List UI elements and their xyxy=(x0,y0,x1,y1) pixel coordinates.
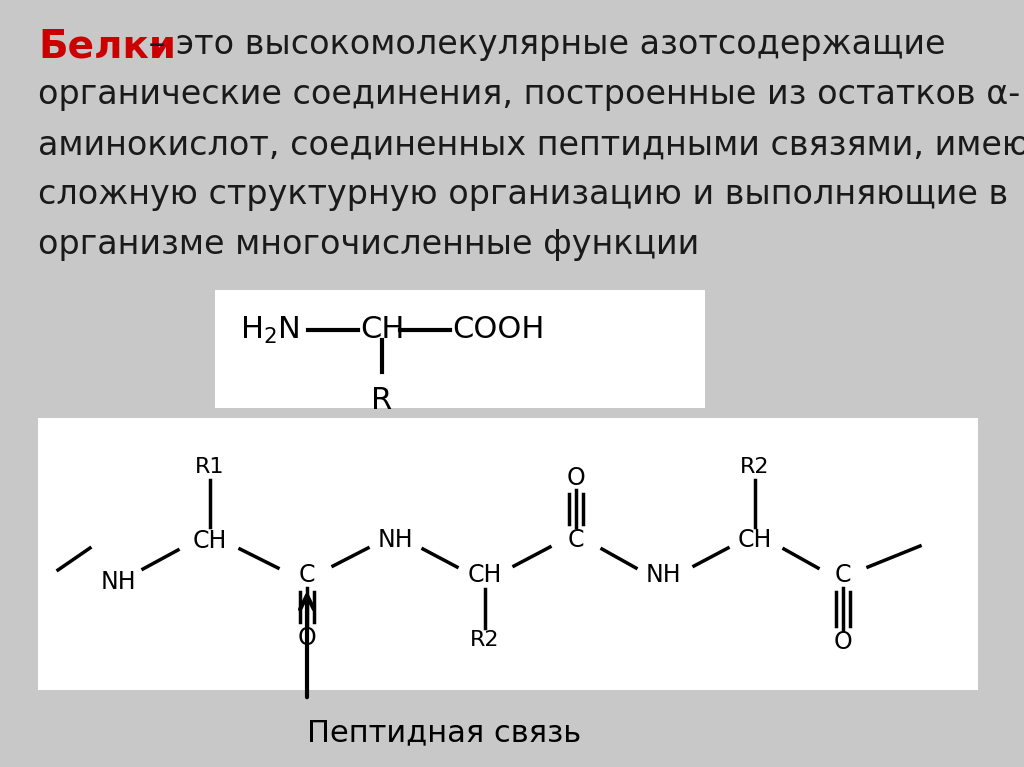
Text: NH: NH xyxy=(100,570,136,594)
Text: NH: NH xyxy=(377,528,413,552)
Bar xyxy=(38,418,978,690)
Text: C: C xyxy=(299,563,315,587)
Text: R2: R2 xyxy=(740,457,770,477)
Text: – это высокомолекулярные азотсодержащие: – это высокомолекулярные азотсодержащие xyxy=(138,28,945,61)
Text: C: C xyxy=(567,528,585,552)
Text: H$_2$N: H$_2$N xyxy=(240,314,299,346)
Text: сложную структурную организацию и выполняющие в: сложную структурную организацию и выполн… xyxy=(38,178,1008,211)
Text: Белки: Белки xyxy=(38,28,176,66)
Text: CH: CH xyxy=(738,528,772,552)
Text: COOH: COOH xyxy=(452,315,545,344)
Text: R: R xyxy=(372,386,392,415)
Text: CH: CH xyxy=(193,529,227,553)
Text: O: O xyxy=(566,466,586,490)
Text: Пептидная связь: Пептидная связь xyxy=(307,718,582,747)
Text: R2: R2 xyxy=(470,630,500,650)
Text: NH: NH xyxy=(645,563,681,587)
Text: R1: R1 xyxy=(196,457,224,477)
Text: организме многочисленные функции: организме многочисленные функции xyxy=(38,228,699,261)
Text: O: O xyxy=(834,630,852,654)
Text: CH: CH xyxy=(468,563,502,587)
Text: органические соединения, построенные из остатков α-: органические соединения, построенные из … xyxy=(38,78,1020,111)
Text: O: O xyxy=(298,626,316,650)
Text: CH: CH xyxy=(360,315,404,344)
Text: аминокислот, соединенных пептидными связями, имеющие: аминокислот, соединенных пептидными связ… xyxy=(38,128,1024,161)
Bar xyxy=(215,290,705,408)
Text: C: C xyxy=(835,563,851,587)
